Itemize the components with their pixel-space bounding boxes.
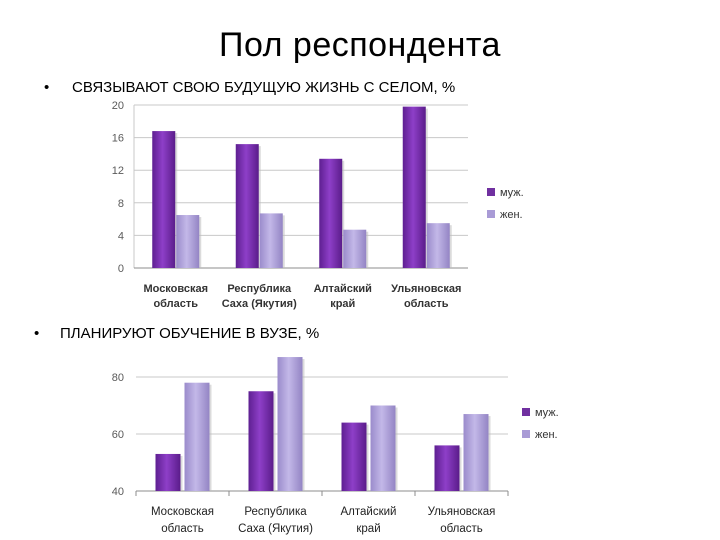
bar-female xyxy=(259,213,283,268)
bar-female xyxy=(277,357,303,491)
category-label: Ульяновская xyxy=(391,283,461,295)
legend-swatch-female xyxy=(522,430,530,438)
category-label: область xyxy=(153,298,198,310)
bar-female xyxy=(370,405,396,491)
bar-male xyxy=(155,453,181,491)
bar-male xyxy=(319,158,343,268)
bar-male xyxy=(248,391,274,491)
y-tick-label: 12 xyxy=(112,165,124,177)
legend-label: муж. xyxy=(500,187,524,199)
bar-female xyxy=(176,215,200,268)
bar-male xyxy=(235,144,259,268)
bar-male xyxy=(341,422,367,491)
category-label: Республика xyxy=(227,283,292,295)
category-label: область xyxy=(161,523,204,535)
category-label: область xyxy=(440,523,483,535)
category-label: Московская xyxy=(143,283,208,295)
category-label: Саха (Якутия) xyxy=(222,298,297,310)
bullet-text-village: СВЯЗЫВАЮТ СВОЮ БУДУЩУЮ ЖИЗНЬ С СЕЛОМ, % xyxy=(72,79,456,96)
y-tick-label: 8 xyxy=(118,198,124,210)
bar-male xyxy=(402,106,426,268)
chart-university-plans: 40 60 80 Московская область Республика Саха (Я… xyxy=(112,357,559,535)
y-tick-label: 40 xyxy=(112,486,124,498)
bar-female xyxy=(184,382,210,491)
legend-swatch-female xyxy=(487,210,495,218)
bar-male xyxy=(152,131,176,268)
legend-swatch-male xyxy=(522,408,530,416)
bullet-marker-1: • xyxy=(44,79,50,96)
bullet-text-university: ПЛАНИРУЮТ ОБУЧЕНИЕ В ВУЗЕ, % xyxy=(60,325,320,342)
y-tick-label: 20 xyxy=(112,100,124,112)
category-label: Алтайский xyxy=(314,283,372,295)
legend-label: муж. xyxy=(535,407,559,419)
category-label: Московская xyxy=(151,506,214,518)
category-label: край xyxy=(356,523,380,535)
bar-male xyxy=(434,445,460,491)
legend-swatch-male xyxy=(487,188,495,196)
bar-female xyxy=(463,414,489,491)
bar-female xyxy=(343,229,367,268)
category-label: Ульяновская xyxy=(428,506,496,518)
y-tick-label: 80 xyxy=(112,372,124,384)
category-label: область xyxy=(404,298,449,310)
y-tick-label: 16 xyxy=(112,133,124,145)
category-label: Саха (Якутия) xyxy=(238,523,313,535)
bullet-marker-2-glyph: • xyxy=(34,325,40,342)
category-label: Республика xyxy=(244,506,307,518)
chart-village-future: 0 4 8 12 16 20 Московская область Республика Саха… xyxy=(112,100,524,310)
legend-label: жен. xyxy=(500,209,523,221)
y-tick-label: 4 xyxy=(118,230,124,242)
category-label: Алтайский xyxy=(341,506,397,518)
slide-title: Пол респондента xyxy=(219,26,501,64)
bar-female xyxy=(426,223,450,268)
legend-label: жен. xyxy=(535,429,558,441)
y-tick-label: 60 xyxy=(112,429,124,441)
y-tick-label: 0 xyxy=(118,263,124,275)
category-label: край xyxy=(330,298,355,310)
